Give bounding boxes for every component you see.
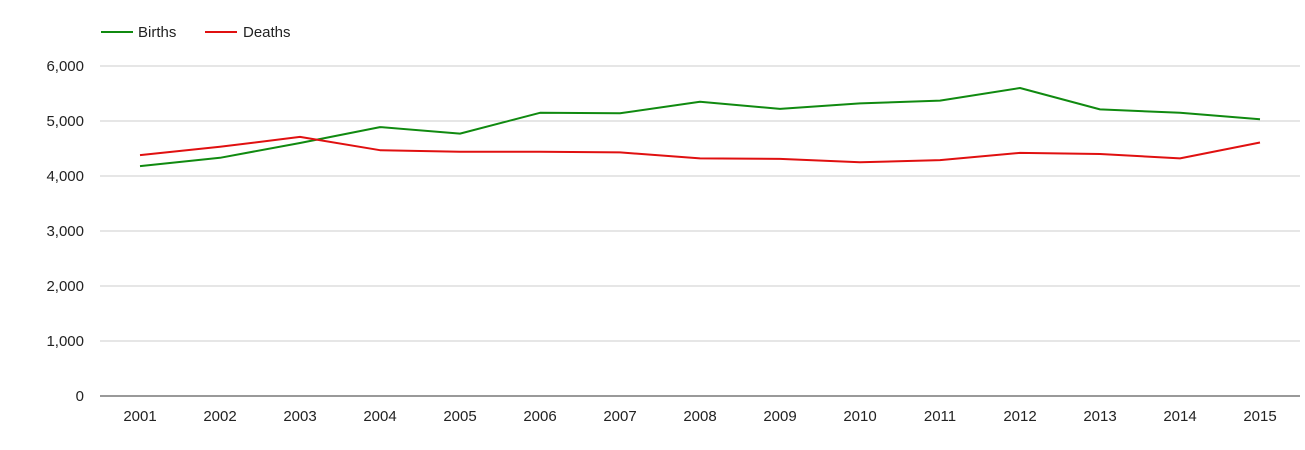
- legend-label-births: Births: [138, 24, 176, 41]
- legend-item-deaths[interactable]: Deaths: [205, 24, 291, 41]
- y-tick-label: 0: [76, 388, 84, 405]
- y-tick-label: 6,000: [46, 58, 84, 75]
- series-lines: [139, 87, 1261, 168]
- x-tick-label: 2002: [203, 408, 236, 425]
- y-tick-label: 1,000: [46, 333, 84, 350]
- legend-label-deaths: Deaths: [243, 24, 291, 41]
- x-tick-label: 2004: [363, 408, 396, 425]
- y-axis: 0 1,000 2,000 3,000 4,000 5,000 6,000: [46, 58, 84, 405]
- x-tick-label: 2012: [1003, 408, 1036, 425]
- y-tick-label: 3,000: [46, 223, 84, 240]
- x-tick-label: 2001: [123, 408, 156, 425]
- x-tick-label: 2006: [523, 408, 556, 425]
- y-tick-label: 2,000: [46, 278, 84, 295]
- x-tick-label: 2003: [283, 408, 316, 425]
- x-tick-label: 2013: [1083, 408, 1116, 425]
- x-tick-label: 2010: [843, 408, 876, 425]
- grid-lines: [100, 65, 1300, 397]
- y-tick-label: 5,000: [46, 113, 84, 130]
- x-tick-label: 2009: [763, 408, 796, 425]
- y-tick-label: 4,000: [46, 168, 84, 185]
- x-tick-label: 2007: [603, 408, 636, 425]
- x-axis: 2001 2002 2003 2004 2005 2006 2007 2008 2009 2010…: [123, 408, 1276, 425]
- series-line-deaths[interactable]: [139, 135, 1261, 164]
- legend-item-births[interactable]: Births: [101, 24, 176, 41]
- series-line-births[interactable]: [139, 87, 1261, 168]
- x-tick-label: 2014: [1163, 408, 1196, 425]
- x-tick-label: 2011: [924, 408, 956, 425]
- x-tick-label: 2015: [1243, 408, 1276, 425]
- x-tick-label: 2005: [443, 408, 476, 425]
- x-tick-label: 2008: [683, 408, 716, 425]
- legend: Births Deaths: [101, 24, 291, 41]
